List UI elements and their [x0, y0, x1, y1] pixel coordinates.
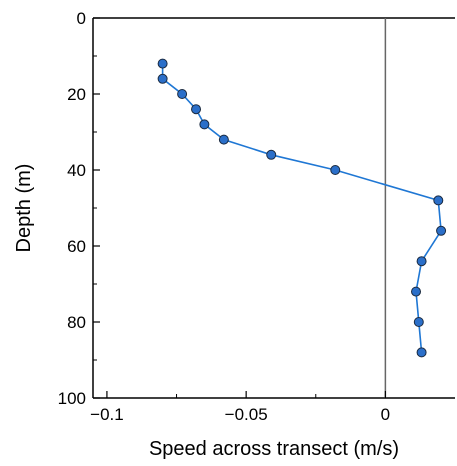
data-point: [218, 134, 229, 145]
x-tick-label: −0.1: [90, 405, 124, 424]
data-point: [436, 225, 447, 236]
data-point: [266, 149, 277, 160]
data-point: [330, 165, 341, 175]
y-axis-label: Depth (m): [13, 164, 35, 253]
series-line: [161, 63, 442, 353]
data-point: [199, 119, 210, 130]
data-point: [157, 73, 168, 84]
data-point: [416, 256, 427, 267]
y-tick-label: 80: [67, 313, 86, 332]
y-tick-label: 60: [67, 237, 86, 256]
plot-area: −0.1 −0.05 0 0 20 40 60 80 100: [58, 9, 455, 424]
y-tick-label: 100: [58, 389, 86, 408]
data-point: [416, 347, 427, 358]
data-point: [411, 286, 422, 297]
x-tick-label: −0.05: [225, 405, 268, 424]
data-point: [177, 89, 188, 99]
data-point: [157, 58, 168, 69]
y-tick-label: 0: [77, 9, 86, 28]
data-point: [433, 195, 444, 206]
y-tick-label: 20: [67, 85, 86, 104]
data-point: [413, 317, 424, 327]
x-axis-label: Speed across transect (m/s): [149, 438, 399, 460]
y-tick-label: 40: [67, 161, 86, 180]
x-tick-label: 0: [381, 405, 390, 424]
data-point: [191, 104, 202, 115]
